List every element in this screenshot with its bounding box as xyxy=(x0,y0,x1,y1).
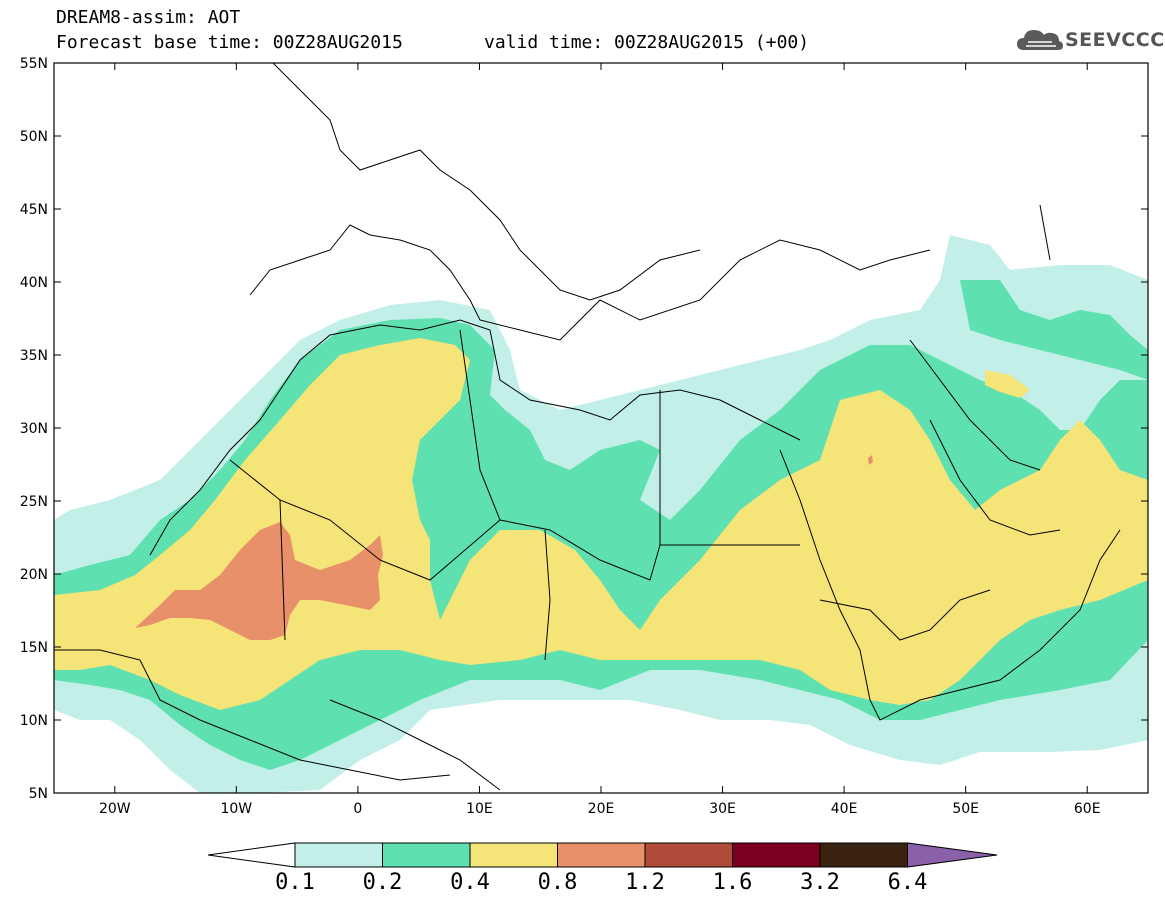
lat-tick-label: 40N xyxy=(20,275,48,291)
colorbar-label: 0.4 xyxy=(450,870,490,895)
lat-tick-label: 55N xyxy=(20,56,48,72)
lon-tick-label: 10W xyxy=(220,801,252,817)
colorbar-segment xyxy=(644,842,733,868)
logo-text: SEEVCCC xyxy=(1065,29,1165,51)
lon-tick-label: 60E xyxy=(1074,801,1101,817)
aot-colorbar xyxy=(207,842,998,868)
coastlines-and-borders xyxy=(54,63,1121,791)
longitude-axis: 20W 10W 0 10E 20E 30E 40E 50E 60E xyxy=(99,63,1101,817)
lat-tick-label: 35N xyxy=(20,348,48,364)
lat-tick-label: 5N xyxy=(29,786,48,802)
map-title: DREAM8-assim: AOT xyxy=(56,7,241,28)
colorbar-segment xyxy=(382,842,471,868)
colorbar-label: 1.2 xyxy=(625,870,665,895)
colorbar-label: 0.8 xyxy=(537,870,578,895)
colorbar-segment xyxy=(557,842,646,868)
lon-tick-label: 20E xyxy=(588,801,615,817)
aot-field xyxy=(54,63,1148,793)
lat-tick-label: 20N xyxy=(20,567,48,583)
lat-tick-label: 50N xyxy=(20,129,48,145)
aot-contour-0-4 xyxy=(54,338,1148,710)
forecast-base-time: Forecast base time: 00Z28AUG2015 xyxy=(56,32,403,53)
colorbar-label: 3.2 xyxy=(800,870,840,895)
aot-contour-0-8 xyxy=(135,455,873,640)
colorbar-segment xyxy=(732,842,821,868)
colorbar-segment xyxy=(469,842,558,868)
colorbar-label: 0.2 xyxy=(362,870,403,895)
lon-tick-label: 40E xyxy=(831,801,858,817)
seevccc-logo: SEEVCCC xyxy=(1016,24,1164,56)
lon-tick-label: 20W xyxy=(99,801,131,817)
lat-tick-label: 10N xyxy=(20,713,48,729)
colorbar-segment xyxy=(294,842,383,868)
colorbar-segment xyxy=(819,842,908,868)
latitude-axis: 55N 50N 45N 40N 35N 30N 25N 20N 15N 10N 5N xyxy=(20,56,1148,802)
lon-tick-label: 50E xyxy=(952,801,979,817)
colorbar-over-arrow xyxy=(907,842,998,868)
lat-tick-label: 25N xyxy=(20,494,48,510)
lon-tick-label: 0 xyxy=(353,801,362,817)
lat-tick-label: 15N xyxy=(20,640,48,656)
colorbar-label: 6.4 xyxy=(887,870,928,895)
lon-tick-label: 10E xyxy=(466,801,493,817)
lat-tick-label: 45N xyxy=(20,202,48,218)
lon-tick-label: 30E xyxy=(709,801,736,817)
valid-time: valid time: 00Z28AUG2015 (+00) xyxy=(484,32,810,53)
lat-tick-label: 30N xyxy=(20,421,48,437)
cloud-icon xyxy=(1017,30,1063,50)
colorbar-label: 1.6 xyxy=(712,870,753,895)
colorbar-under-arrow xyxy=(207,842,296,868)
colorbar-label: 0.1 xyxy=(275,870,315,895)
